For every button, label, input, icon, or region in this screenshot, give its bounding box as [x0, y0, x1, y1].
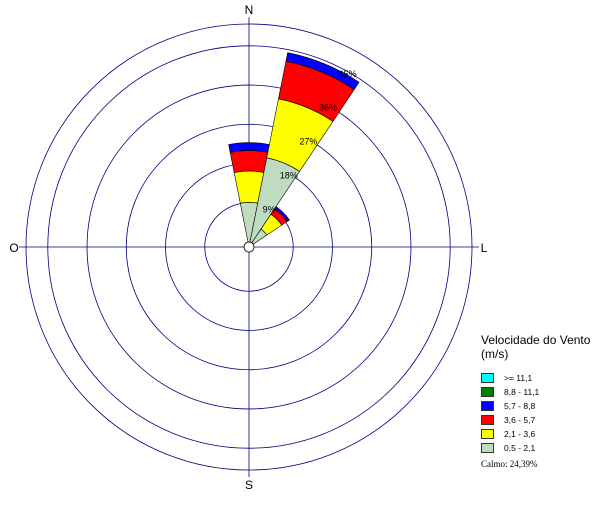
legend-swatch: [481, 387, 494, 397]
ring-label: 36%: [319, 103, 337, 113]
legend-item: 5,7 - 8,8: [481, 399, 611, 413]
legend-swatch: [481, 415, 494, 425]
ring-label: 9%: [263, 205, 276, 215]
legend-item: >= 11,1: [481, 371, 611, 385]
south-label: S: [245, 478, 253, 492]
sector-segment: [285, 52, 360, 90]
sector-segment: [274, 206, 290, 222]
west-label: O: [9, 241, 18, 255]
legend-title-line1: Velocidade do Vento: [481, 333, 591, 347]
legend-label: >= 11,1: [504, 373, 533, 383]
legend-item: 2,1 - 3,6: [481, 427, 611, 441]
legend-swatch: [481, 373, 494, 383]
legend-label: 8,8 - 11,1: [504, 387, 540, 397]
legend-item: 8,8 - 11,1: [481, 385, 611, 399]
ring-label: 45%: [339, 69, 357, 79]
ring-labels: 9% 18% 27% 36% 45%: [263, 69, 357, 215]
ring-label: 27%: [299, 137, 317, 147]
center-circle: [243, 241, 255, 253]
legend-label: 2,1 - 3,6: [504, 429, 536, 439]
north-label: N: [245, 3, 254, 17]
sectors: [228, 52, 360, 245]
legend-swatch: [481, 443, 494, 453]
legend-title-line2: (m/s): [481, 347, 509, 361]
legend-swatch: [481, 429, 494, 439]
legend-label: 5,7 - 8,8: [504, 401, 536, 411]
calm-label: Calmo: 24,39%: [481, 459, 538, 469]
legend-item: 3,6 - 5,7: [481, 413, 611, 427]
east-label: L: [481, 241, 488, 255]
legend-item: 0,5 - 2,1: [481, 441, 611, 455]
legend-label: 0,5 - 2,1: [504, 443, 536, 453]
legend: Velocidade do Vento (m/s) >= 11,1 8,8 - …: [481, 333, 611, 469]
legend-label: 3,6 - 5,7: [504, 415, 536, 425]
ring-label: 18%: [280, 171, 298, 181]
legend-swatch: [481, 401, 494, 411]
sector-segment: [229, 150, 269, 173]
legend-items: >= 11,1 8,8 - 11,1 5,7 - 8,8 3,6 - 5,7 2…: [481, 371, 611, 455]
